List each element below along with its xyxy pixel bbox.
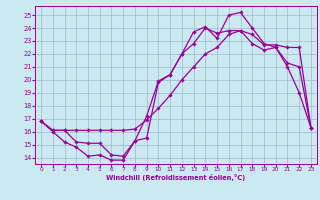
X-axis label: Windchill (Refroidissement éolien,°C): Windchill (Refroidissement éolien,°C) bbox=[106, 174, 246, 181]
